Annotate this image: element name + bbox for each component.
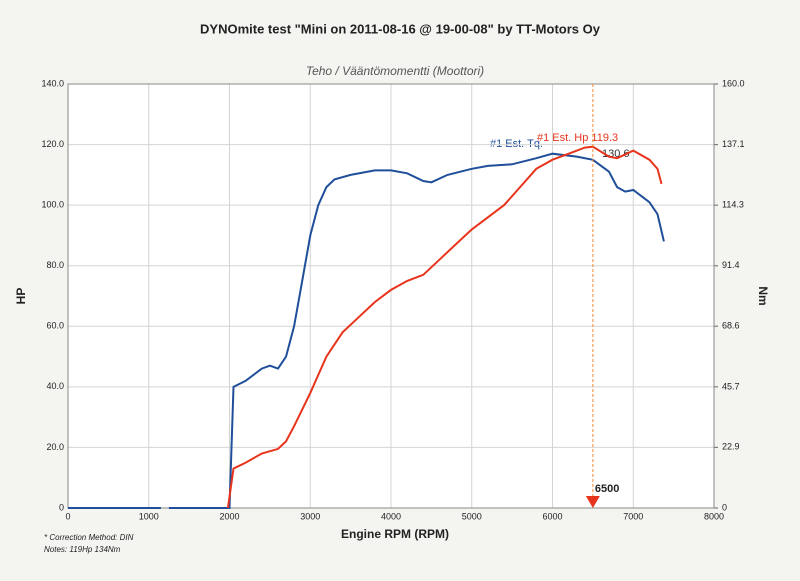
y-tick-label: 40.0 bbox=[46, 381, 64, 391]
x-tick-label: 1000 bbox=[139, 511, 159, 521]
y-tick-label: 20.0 bbox=[46, 442, 64, 452]
x-tick-label: 5000 bbox=[462, 511, 482, 521]
y2-tick-label: 45.7 bbox=[722, 381, 740, 391]
y2-tick-label: 91.4 bbox=[722, 260, 740, 270]
y-tick-label: 80.0 bbox=[46, 260, 64, 270]
y2-tick-label: 68.6 bbox=[722, 321, 740, 331]
note: Notes: 119Hp 134Nm bbox=[44, 545, 121, 554]
plot-border bbox=[67, 83, 715, 509]
y-tick-label: 140.0 bbox=[41, 78, 64, 88]
y2-tick-label: 160.0 bbox=[722, 78, 745, 88]
y-tick-label: 120.0 bbox=[41, 139, 64, 149]
y2-tick-label: 22.9 bbox=[722, 442, 740, 452]
x-tick-label: 4000 bbox=[381, 511, 401, 521]
x-tick-label: 6000 bbox=[542, 511, 562, 521]
y2-tick-label: 137.1 bbox=[722, 139, 745, 149]
x-tick-label: 0 bbox=[65, 511, 70, 521]
x-axis-label: Engine RPM (RPM) bbox=[341, 527, 449, 541]
legend-label: #1 Est. Tq. bbox=[490, 138, 543, 150]
y2-tick-label: 114.3 bbox=[722, 199, 744, 209]
marker-triangle bbox=[585, 496, 600, 508]
data-line bbox=[226, 145, 663, 509]
chart-title: DYNOmite test "Mini on 2011-08-16 @ 19-0… bbox=[200, 21, 601, 36]
y2-axis-label: Nm bbox=[756, 286, 770, 305]
y-axis-label: HP bbox=[14, 288, 28, 305]
x-tick-label: 8000 bbox=[704, 511, 724, 521]
data-line bbox=[68, 152, 665, 509]
y2-tick-label: 0 bbox=[722, 502, 727, 512]
y-tick-label: 100.0 bbox=[41, 200, 64, 210]
x-tick-label: 7000 bbox=[623, 511, 643, 521]
y-tick-label: 60.0 bbox=[46, 321, 64, 331]
x-tick-label: 2000 bbox=[219, 511, 239, 521]
x-tick-label: 3000 bbox=[300, 511, 320, 521]
legend-label: #1 Est. Hp 119.3 bbox=[537, 132, 618, 144]
note: * Correction Method: DIN bbox=[44, 533, 134, 542]
marker-label: 6500 bbox=[595, 483, 619, 495]
y-tick-label: 0 bbox=[59, 502, 64, 512]
chart-subtitle: Teho / Vääntömomentti (Moottori) bbox=[306, 64, 484, 78]
